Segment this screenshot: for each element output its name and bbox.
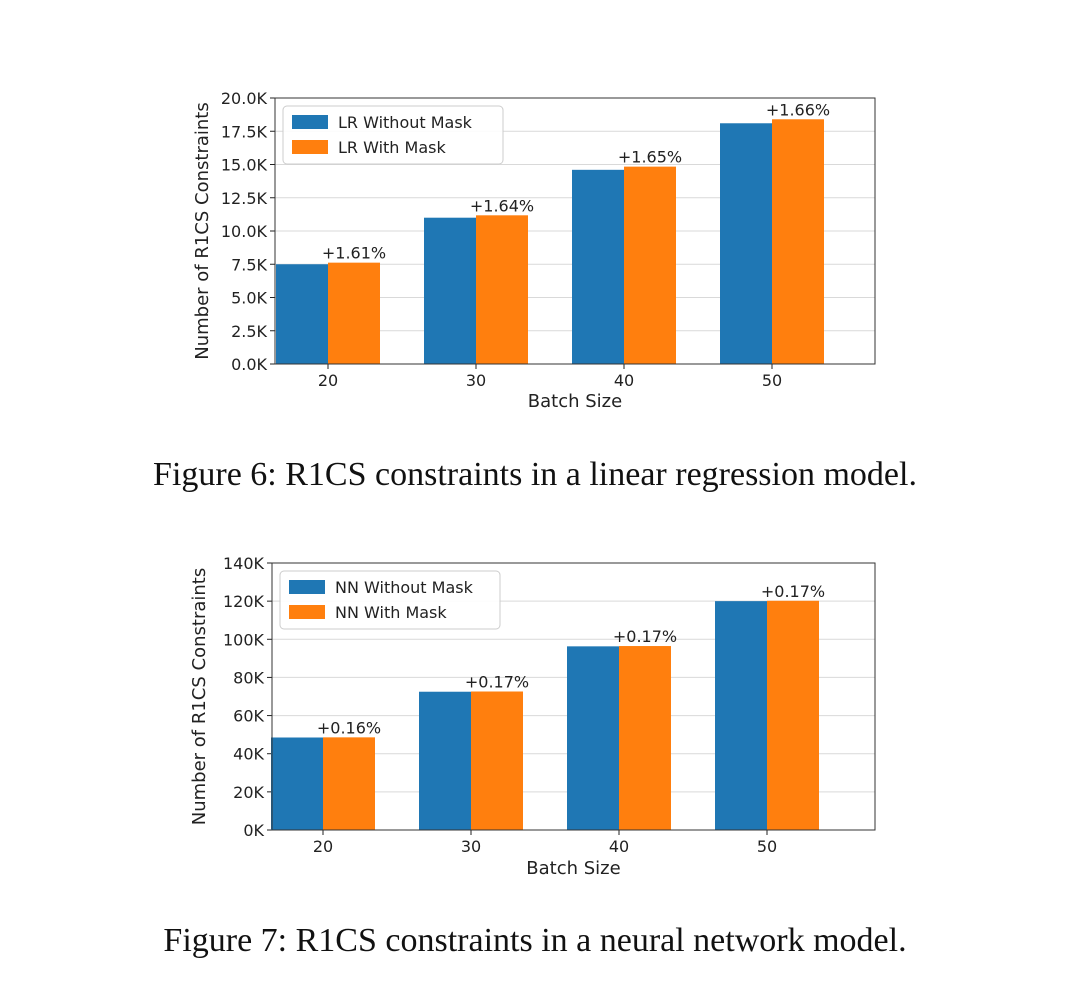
y-tick-label: 12.5K — [221, 189, 268, 208]
bar-annotation: +0.16% — [317, 718, 381, 737]
bar-nn-without-mask-30 — [419, 691, 471, 830]
bar-nn-with-mask-30 — [471, 691, 523, 830]
chart-linear-regression: 0.0K 2.5K 5.0K 7.5K 10.0K 12.5K 15.0K 17.5K 20.0… — [192, 89, 876, 412]
figure-7: 0K 20K 40K 60K 80K 100K 120K 140K 20 +0.16% 30 +0.1… — [0, 530, 1070, 900]
y-tick-label: 10.0K — [221, 222, 268, 241]
y-tick-label: 15.0K — [221, 156, 268, 175]
y-tick-label: 100K — [223, 630, 265, 649]
bar-annotation: +1.61% — [322, 244, 386, 263]
legend-swatch-lr-without-mask — [292, 115, 328, 129]
bar-nn-with-mask-20 — [323, 737, 375, 830]
y-tick-label: 5.0K — [231, 289, 267, 308]
x-axis-label: Batch Size — [528, 391, 622, 412]
legend-swatch-nn-without-mask — [289, 580, 325, 594]
y-tick-label: 20.0K — [221, 89, 268, 108]
bar-lr-without-mask-50 — [720, 123, 772, 365]
legend-label-lr-without-mask: LR Without Mask — [338, 113, 473, 132]
legend: NN Without Mask NN With Mask — [279, 570, 501, 630]
bar-nn-without-mask-40 — [567, 646, 619, 830]
bar-lr-without-mask-20 — [276, 264, 328, 364]
bar-nn-without-mask-50 — [715, 601, 767, 830]
bar-annotation: +1.66% — [766, 100, 830, 119]
legend-box — [282, 105, 504, 165]
x-tick-label: 40 — [614, 371, 634, 390]
x-axis-label: Batch Size — [526, 858, 620, 879]
bar-lr-with-mask-30 — [476, 215, 528, 364]
x-tick-label: 50 — [757, 837, 777, 856]
x-tick-label: 20 — [318, 371, 338, 390]
legend-label-nn-without-mask: NN Without Mask — [335, 578, 474, 597]
legend-swatch-nn-with-mask — [289, 605, 325, 619]
bar-annotation: +0.17% — [465, 673, 529, 692]
y-tick-label: 0.0K — [231, 355, 267, 374]
bar-nn-with-mask-50 — [767, 600, 819, 830]
bar-nn-without-mask-20 — [271, 737, 323, 830]
bar-annotation: +0.17% — [613, 627, 677, 646]
bar-lr-with-mask-40 — [624, 166, 676, 364]
x-tick-label: 30 — [461, 837, 481, 856]
legend-swatch-lr-with-mask — [292, 140, 328, 154]
bar-annotation: +1.64% — [470, 196, 534, 215]
plot-frame — [274, 97, 876, 365]
y-tick-label: 0K — [243, 821, 264, 840]
y-tick-label: 2.5K — [231, 322, 267, 341]
bar-annotation: +0.17% — [761, 582, 825, 601]
bar-nn-with-mask-40 — [619, 646, 671, 830]
x-tick-label: 20 — [313, 837, 333, 856]
y-axis-label: Number of R1CS Constraints — [189, 568, 210, 825]
y-tick-label: 20K — [233, 783, 264, 802]
y-tick-label: 140K — [223, 554, 265, 573]
y-tick-label: 80K — [233, 668, 264, 687]
y-tick-label: 120K — [223, 592, 265, 611]
plot-frame — [271, 562, 876, 831]
bar-annotation: +1.65% — [618, 148, 682, 167]
x-tick-label: 30 — [466, 371, 486, 390]
bar-lr-with-mask-20 — [328, 262, 380, 364]
figure-7-caption: Figure 7: R1CS constraints in a neural n… — [163, 922, 907, 959]
y-axis-label: Number of R1CS Constraints — [192, 102, 213, 359]
y-tick-label: 40K — [233, 745, 264, 764]
figure-6-caption: Figure 6: R1CS constraints in a linear r… — [153, 456, 917, 493]
y-tick-label: 60K — [233, 707, 264, 726]
legend-label-lr-with-mask: LR With Mask — [338, 138, 446, 157]
figure-6: 0.0K 2.5K 5.0K 7.5K 10.0K 12.5K 15.0K 17.5K 20.0… — [0, 0, 1070, 430]
y-tick-label: 17.5K — [221, 122, 268, 141]
y-tick-label: 7.5K — [231, 255, 267, 274]
bar-lr-without-mask-30 — [424, 217, 476, 364]
x-tick-label: 50 — [762, 371, 782, 390]
legend-label-nn-with-mask: NN With Mask — [335, 603, 447, 622]
bar-lr-with-mask-50 — [772, 119, 824, 364]
legend-box — [279, 570, 501, 630]
bar-lr-without-mask-40 — [572, 169, 624, 364]
legend: LR Without Mask LR With Mask — [282, 105, 504, 165]
x-tick-label: 40 — [609, 837, 629, 856]
chart-neural-network: 0K 20K 40K 60K 80K 100K 120K 140K 20 +0.16% 30 +0.1… — [189, 554, 876, 879]
